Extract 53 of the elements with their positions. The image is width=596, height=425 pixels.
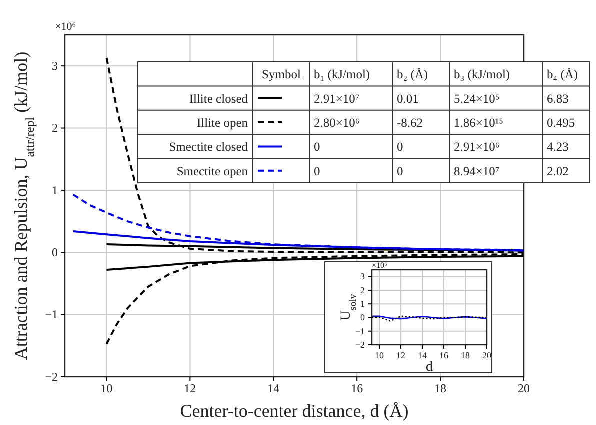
x-axis-title: d [426,360,433,375]
y-tick-label: −2 [355,340,365,350]
text: 6.83 [547,92,569,106]
annotation: b₃ (kJ/mol) [454,68,510,82]
legend-label: Illite open [196,116,249,130]
y-tick-label: −1 [355,326,365,336]
y-tick-label: 2 [360,285,365,296]
y-tick-label: −2 [45,370,58,384]
legend-label: Illite closed [189,92,249,106]
y-tick-label: 3 [52,58,58,73]
legend-label: Smectite open [176,164,249,178]
x-axis-title: Center-to-center distance, d (Å) [180,401,409,421]
annotation: 0 [397,164,404,178]
annotation: 0.01 [397,92,419,106]
annotation: -8.62 [397,116,424,130]
x-tick-label: 14 [268,382,280,396]
x-tick-label: 14 [418,350,428,360]
annotation: 0 [314,164,320,178]
x-tick-label: 18 [461,350,471,360]
text: b₄ (Å) [547,68,578,82]
text: 4.23 [547,140,569,154]
annotation: 2.80×10⁶ [314,116,360,130]
y-tick-label: 2 [52,121,58,136]
x-tick-label: 16 [351,382,364,396]
annotation: 8.94×10⁷ [454,164,500,178]
annotation: 1.86×10¹⁵ [454,116,504,130]
text: ×10⁶ [55,21,76,33]
annotation: 0 [397,140,404,154]
y-tick-label: 0 [360,312,366,323]
x-tick-label: 12 [184,382,196,396]
x-tick-label: 10 [375,350,385,360]
x-tick-label: 20 [482,350,492,360]
y-tick-label: 1 [360,298,365,309]
annotation: ×10⁶ [372,261,388,270]
legend-label: Smectite closed [169,140,249,154]
annotation: 0 [314,140,320,154]
x-tick-label: 12 [396,350,406,360]
annotation: 2.91×10⁷ [314,92,360,106]
text: 2.02 [547,164,569,178]
y-tick-label: −1 [45,308,58,322]
text: 0.495 [547,116,576,130]
y-tick-label: 0 [52,245,58,260]
annotation: 2.91×10⁶ [454,140,500,154]
annotation: b₂ (Å) [397,68,428,82]
x-tick-label: 16 [440,350,450,360]
annotation: Symbol [262,68,302,82]
x-tick-label: 20 [518,382,530,396]
y-tick-label: 1 [52,183,58,198]
y-tick-label: 3 [360,272,366,282]
annotation: 5.24×10⁵ [454,92,500,106]
x-tick-label: 10 [100,382,113,396]
x-tick-label: 18 [434,382,447,396]
annotation: b₁ (kJ/mol) [314,68,370,82]
